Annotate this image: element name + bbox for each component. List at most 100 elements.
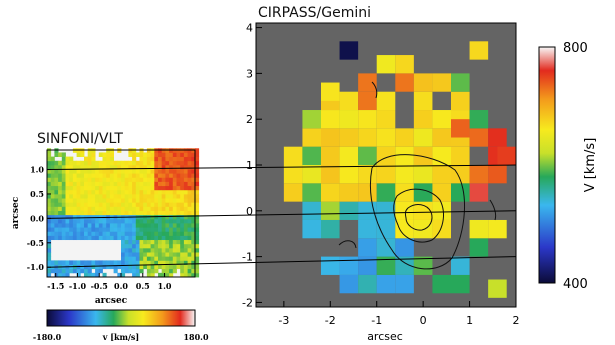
sinfoni-pixel: [80, 185, 85, 191]
sinfoni-pixel: [158, 193, 163, 199]
sinfoni-pixel: [113, 264, 118, 270]
sinfoni-pixel: [58, 160, 63, 166]
sinfoni-pixel: [154, 148, 159, 153]
cirpass-pixel: [395, 146, 414, 165]
sinfoni-pixel: [187, 268, 192, 274]
sinfoni-pixel: [191, 227, 196, 232]
sinfoni-pixel: [169, 156, 174, 162]
sinfoni-pixel: [91, 214, 96, 220]
cirpass-pixel: [488, 128, 507, 147]
sinfoni-pixel: [135, 272, 140, 278]
sinfoni-pixel: [135, 160, 140, 166]
sinfoni-pixel: [54, 260, 59, 265]
cirpass-pixel: [413, 183, 433, 202]
sinfoni-pixel: [169, 164, 174, 170]
contour-mid: [393, 188, 444, 243]
sinfoni-pixel: [191, 264, 196, 270]
sinfoni-pixel: [154, 198, 159, 203]
cirpass-pixel: [488, 219, 507, 239]
sinfoni-pixel: [47, 247, 52, 253]
sinfoni-pixel: [113, 227, 118, 232]
sinfoni-pixel: [161, 198, 166, 203]
cirpass-pixel: [339, 165, 359, 184]
sinfoni-pixel: [113, 177, 118, 182]
sinfoni-pixel: [180, 160, 185, 166]
cirpass-pixel: [451, 165, 470, 184]
sinfoni-pixel: [47, 193, 52, 199]
sinfoni-pixel: [150, 181, 155, 187]
cirpass-pixel: [469, 219, 489, 239]
sinfoni-pixel: [154, 223, 159, 228]
sinfoni-pixel: [165, 256, 170, 261]
sinfoni-pixel: [161, 223, 166, 228]
sinfoni-pixel: [187, 148, 192, 153]
sinfoni-pixel: [128, 260, 133, 265]
sinfoni-pixel: [172, 206, 177, 211]
sinfoni-pixel: [98, 202, 103, 207]
sinfoni-pixel: [132, 247, 137, 253]
sinfoni-pixel: [128, 173, 133, 178]
sinfoni-pixel: [146, 193, 151, 199]
sinfoni-pixel: [117, 231, 122, 236]
sinfoni-pixel: [132, 231, 137, 236]
sinfoni-pixel: [91, 152, 96, 157]
sinfoni-pixel: [187, 164, 192, 170]
sinfoni-pixel: [91, 185, 96, 191]
sinfoni-pixel: [69, 268, 74, 274]
sinfoni-pixel: [47, 198, 52, 203]
sinfoni-pixel: [58, 173, 63, 178]
sinfoni-pixel: [143, 227, 148, 232]
sinfoni-pixel: [124, 243, 129, 249]
sinfoni-pixel: [180, 227, 185, 232]
cirpass-pixel: [321, 183, 340, 202]
sinfoni-pixel: [87, 202, 92, 207]
sinfoni-pixel: [72, 231, 77, 236]
sinfoni-pixel: [109, 148, 114, 153]
sinfoni-pixel: [124, 177, 129, 182]
sinfoni-pixel: [158, 173, 163, 178]
sinfoni-pixel: [195, 164, 200, 170]
sinfoni-pixel: [158, 235, 163, 241]
sinfoni-pixel: [187, 243, 192, 249]
sinfoni-pixel: [169, 239, 174, 245]
sinfoni-pixel: [135, 252, 140, 257]
sinfoni-pixel: [191, 243, 196, 249]
cirpass-pixel: [469, 165, 489, 184]
cirpass-ytick-label: 2: [246, 113, 253, 126]
sinfoni-pixel: [69, 160, 74, 166]
sinfoni-pixel: [128, 198, 133, 203]
sinfoni-pixel: [132, 164, 137, 170]
cirpass-pixel: [413, 73, 433, 92]
sinfoni-pixel: [58, 260, 63, 265]
sinfoni-pixel: [69, 210, 74, 216]
sinfoni-pixel: [143, 260, 148, 265]
sinfoni-pixel: [180, 193, 185, 199]
sinfoni-pixel: [165, 173, 170, 178]
sinfoni-pixel: [172, 177, 177, 182]
sinfoni-pixel: [50, 177, 55, 182]
sinfoni-pixel: [146, 164, 151, 170]
sinfoni-pixel: [172, 160, 177, 166]
sinfoni-pixel: [72, 227, 77, 232]
sinfoni-pixel: [61, 173, 66, 178]
sinfoni-pixel: [102, 181, 107, 187]
sinfoni-pixel: [183, 227, 188, 232]
cirpass-pixel: [413, 256, 433, 275]
sinfoni-pixel: [183, 252, 188, 257]
sinfoni-velocity-map: [47, 148, 200, 278]
cirpass-pixel: [413, 201, 433, 220]
sinfoni-pixel: [102, 218, 107, 224]
sinfoni-pixel: [154, 181, 159, 187]
sinfoni-pixel: [158, 177, 163, 182]
cirpass-pixel: [283, 146, 303, 165]
sinfoni-pixel: [187, 198, 192, 203]
sinfoni-pixel: [158, 218, 163, 224]
sinfoni-pixel: [191, 260, 196, 265]
sinfoni-pixel: [165, 264, 170, 270]
cirpass-pixel: [432, 183, 451, 202]
sinfoni-pixel: [69, 189, 74, 195]
sinfoni-pixel: [72, 160, 77, 166]
sinfoni-pixel: [135, 256, 140, 261]
sinfoni-pixel: [143, 231, 148, 236]
sinfoni-pixel: [50, 198, 55, 203]
